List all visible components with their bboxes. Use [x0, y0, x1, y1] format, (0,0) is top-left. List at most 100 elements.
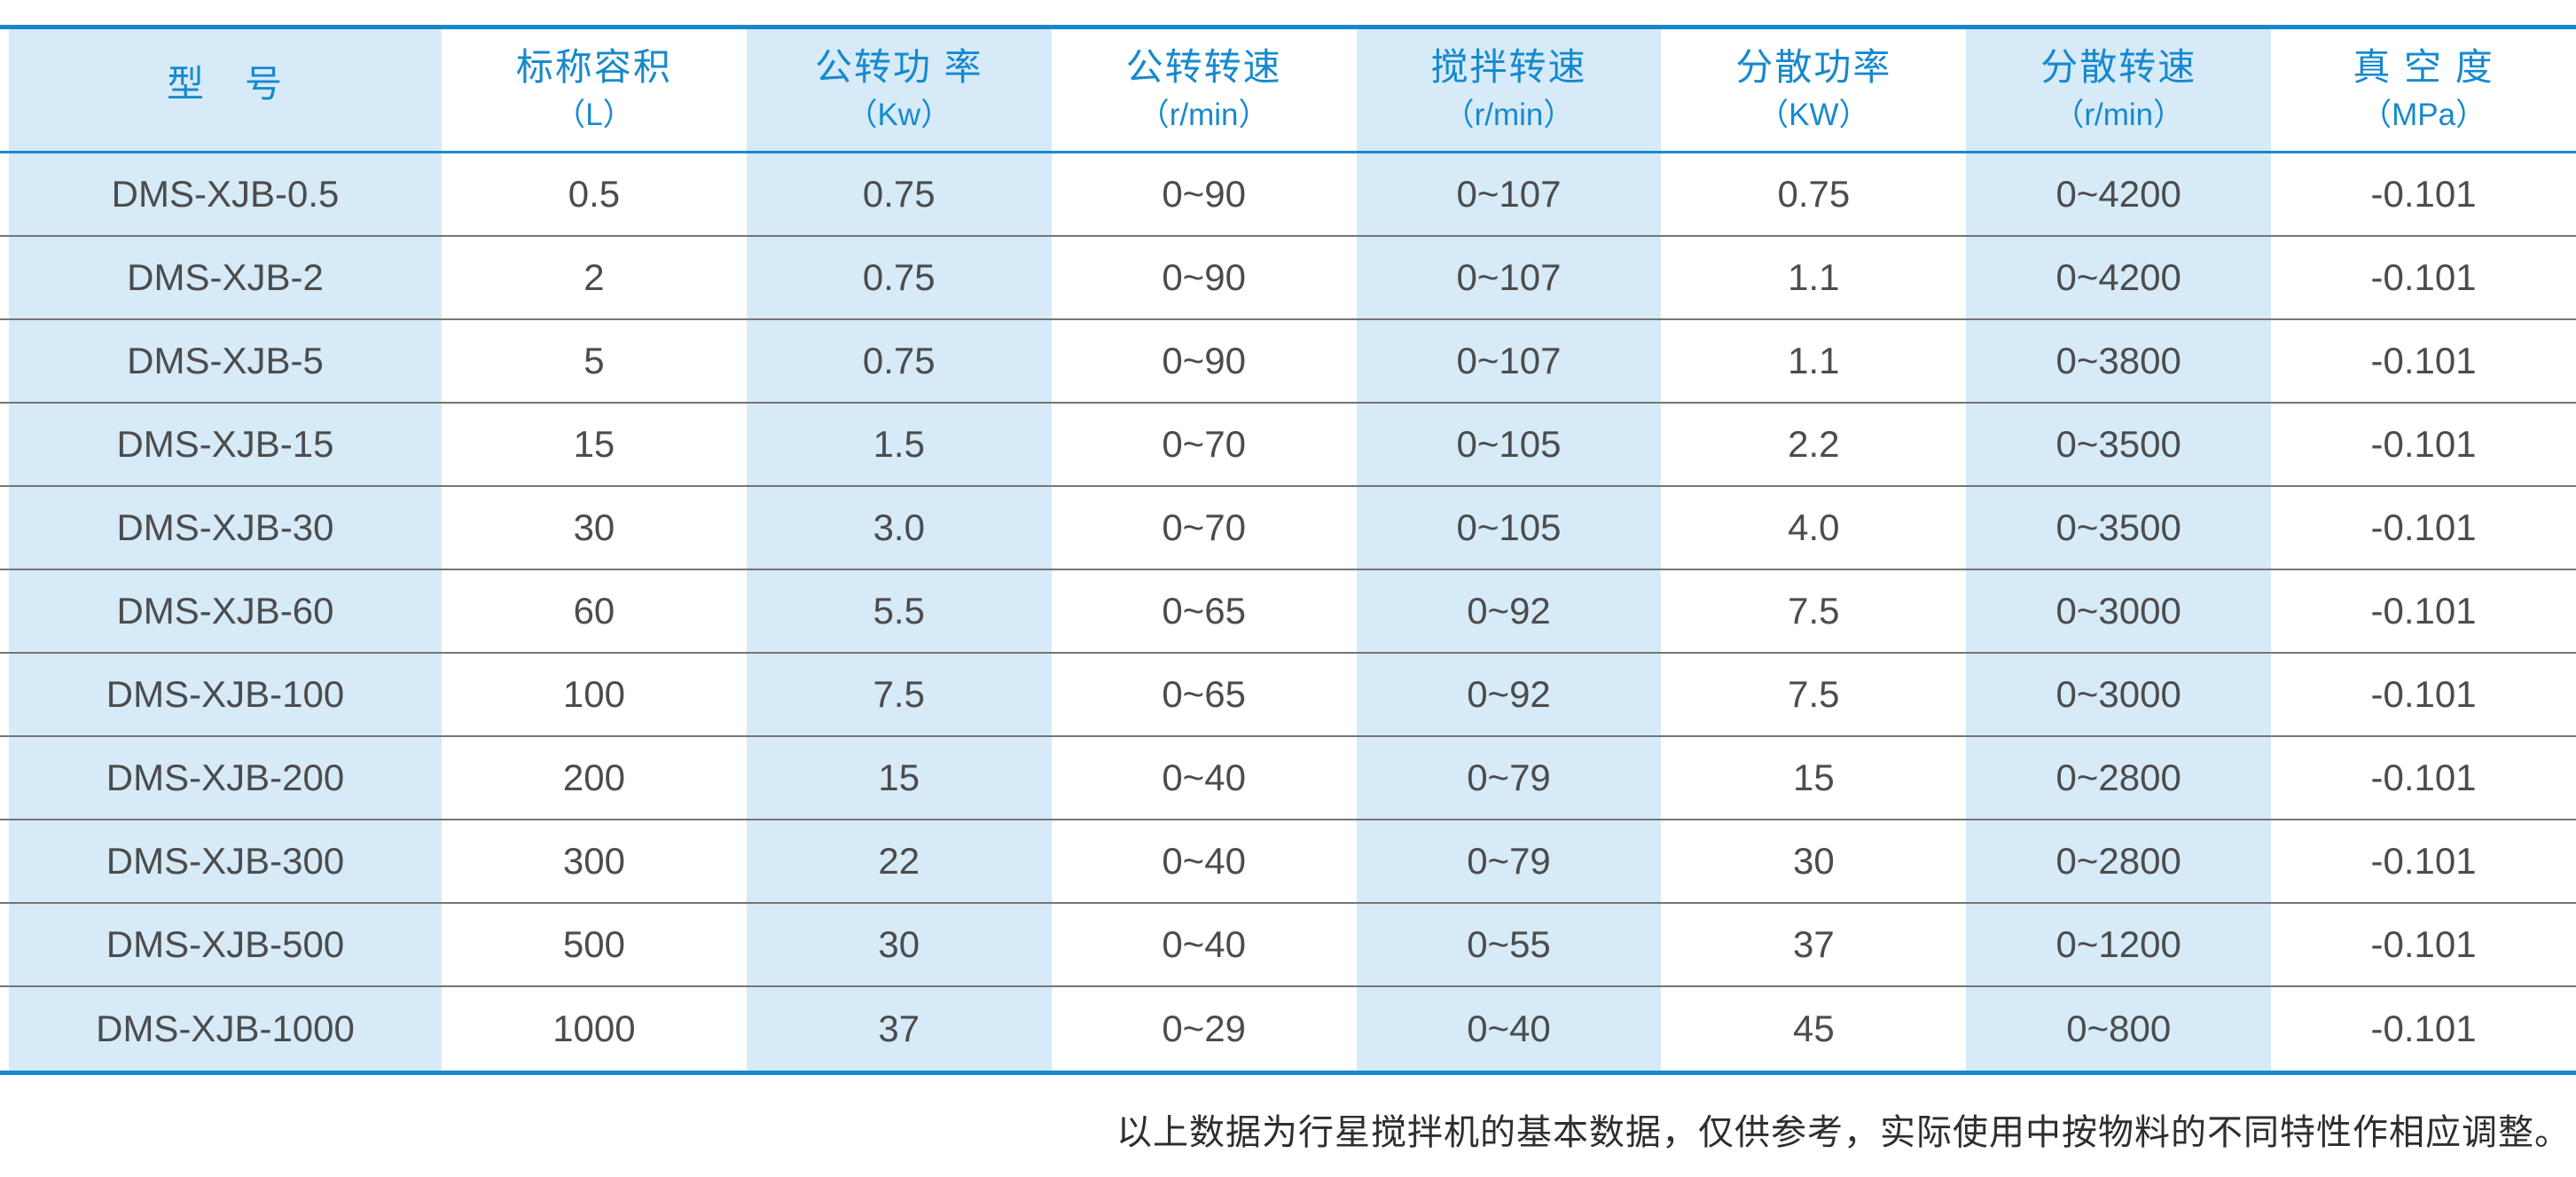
value-cell: 200 — [562, 757, 625, 798]
column-header-unit: （r/min） — [1138, 98, 1270, 133]
value-cell: 300 — [562, 840, 625, 882]
value-cell: 1.5 — [746, 404, 1052, 485]
value-cell: -0.101 — [2370, 673, 2477, 715]
table-row: DMS-XJB-300 300 22 0~40 0~79 30 0~2800 -0.101 — [0, 820, 2576, 904]
value-cell: 4.0 — [1788, 506, 1840, 548]
value-cell: 37 — [746, 987, 1052, 1071]
value-cell: 0~40 — [1162, 923, 1246, 965]
column-header-label: 标称容积 — [515, 46, 672, 89]
value-cell: 0.75 — [1777, 173, 1851, 215]
value-cell: -0.101 — [2370, 1008, 2477, 1049]
model-cell: DMS-XJB-500 — [9, 904, 442, 985]
value-cell: -0.101 — [2370, 923, 2477, 965]
value-cell: 0~40 — [1162, 757, 1246, 798]
model-cell: DMS-XJB-200 — [9, 737, 442, 819]
value-cell: 15 — [746, 737, 1052, 819]
value-cell: 60 — [573, 590, 615, 632]
model-cell: DMS-XJB-2 — [9, 237, 442, 318]
column-header-label: 公转转速 — [1125, 46, 1282, 89]
value-cell: 30 — [573, 506, 615, 548]
value-cell: 0~65 — [1162, 673, 1246, 715]
value-cell: 30 — [1792, 840, 1835, 882]
table-footnote: 以上数据为行星搅拌机的基本数据，仅供参考，实际使用中按物料的不同特性作相应调整。 — [1116, 1112, 2571, 1153]
value-cell: -0.101 — [2370, 173, 2477, 215]
value-cell: 45 — [1792, 1008, 1835, 1049]
value-cell: 0~3000 — [1966, 570, 2272, 652]
table-bottom-border — [0, 1071, 2576, 1075]
value-cell: 0~3500 — [1966, 487, 2272, 569]
column-header-unit: （Kw） — [846, 98, 952, 133]
column-header-label: 搅拌转速 — [1430, 46, 1587, 89]
value-cell: 0~1200 — [1966, 904, 2272, 985]
model-cell: DMS-XJB-1000 — [9, 987, 442, 1071]
model-cell: DMS-XJB-0.5 — [9, 153, 442, 235]
value-cell: 3.0 — [746, 487, 1052, 569]
table-row: DMS-XJB-1000 1000 37 0~29 0~40 45 0~800 -0.101 — [0, 987, 2576, 1071]
value-cell: 0~105 — [1356, 487, 1662, 569]
value-cell: 7.5 — [1788, 673, 1840, 715]
value-cell: 5 — [583, 340, 605, 381]
value-cell: 0~107 — [1356, 320, 1662, 402]
value-cell: 0~65 — [1162, 590, 1246, 632]
value-cell: 0~800 — [1966, 987, 2272, 1071]
table-row: DMS-XJB-5 5 0.75 0~90 0~107 1.1 0~3800 -0.101 — [0, 320, 2576, 404]
value-cell: 0~107 — [1356, 153, 1662, 235]
column-header-dispersion-speed: 分散转速 （r/min） — [1966, 29, 2272, 151]
value-cell: 500 — [562, 923, 625, 965]
value-cell: -0.101 — [2370, 757, 2477, 798]
value-cell: 0.75 — [746, 237, 1052, 318]
value-cell: 0~4200 — [1966, 237, 2272, 318]
column-header-vacuum-degree: 真 空 度 （MPa） — [2271, 29, 2576, 151]
column-header-label: 公转功 率 — [814, 46, 983, 89]
table-top-border — [0, 25, 2576, 29]
column-header-label: 分散功率 — [1735, 46, 1892, 89]
table-header-row: 型 号 标称容积 （L） 公转功 率 （Kw） 公转转速 （r/min） 搅拌转… — [0, 29, 2576, 151]
value-cell: 1.1 — [1788, 256, 1840, 298]
spec-table: 型 号 标称容积 （L） 公转功 率 （Kw） 公转转速 （r/min） 搅拌转… — [0, 25, 2576, 1075]
value-cell: 0~79 — [1356, 737, 1662, 819]
value-cell: 0~2800 — [1966, 820, 2272, 902]
value-cell: 0~90 — [1162, 340, 1246, 381]
value-cell: 0~107 — [1356, 237, 1662, 318]
column-header-label: 真 空 度 — [2353, 46, 2494, 89]
value-cell: 100 — [562, 673, 625, 715]
value-cell: 0~92 — [1356, 570, 1662, 652]
column-header-revolution-speed: 公转转速 （r/min） — [1052, 29, 1357, 151]
value-cell: 2.2 — [1788, 423, 1840, 465]
value-cell: 0.75 — [746, 153, 1052, 235]
column-header-label: 型 号 — [166, 63, 284, 106]
value-cell: -0.101 — [2370, 256, 2477, 298]
model-cell: DMS-XJB-300 — [9, 820, 442, 902]
value-cell: 0~29 — [1162, 1008, 1246, 1049]
value-cell: 0~40 — [1356, 987, 1662, 1071]
value-cell: 1000 — [552, 1008, 636, 1049]
table-row: DMS-XJB-30 30 3.0 0~70 0~105 4.0 0~3500 -0.101 — [0, 487, 2576, 570]
table-row: DMS-XJB-0.5 0.5 0.75 0~90 0~107 0.75 0~4200 -0.… — [0, 153, 2576, 237]
table-row: DMS-XJB-15 15 1.5 0~70 0~105 2.2 0~3500 -0.101 — [0, 404, 2576, 487]
value-cell: -0.101 — [2370, 840, 2477, 882]
value-cell: -0.101 — [2370, 590, 2477, 632]
value-cell: 0~40 — [1162, 840, 1246, 882]
column-header-model: 型 号 — [9, 29, 442, 151]
table-row: DMS-XJB-200 200 15 0~40 0~79 15 0~2800 -0.101 — [0, 737, 2576, 820]
model-cell: DMS-XJB-30 — [9, 487, 442, 569]
model-cell: DMS-XJB-5 — [9, 320, 442, 402]
model-cell: DMS-XJB-15 — [9, 404, 442, 485]
header-body-divider — [0, 151, 2576, 153]
table-row: DMS-XJB-500 500 30 0~40 0~55 37 0~1200 -0.101 — [0, 904, 2576, 987]
value-cell: 15 — [1792, 757, 1835, 798]
value-cell: 0~3500 — [1966, 404, 2272, 485]
value-cell: 7.5 — [1788, 590, 1840, 632]
value-cell: 7.5 — [746, 654, 1052, 735]
value-cell: 0~3000 — [1966, 654, 2272, 735]
value-cell: 5.5 — [746, 570, 1052, 652]
value-cell: 22 — [746, 820, 1052, 902]
value-cell: -0.101 — [2370, 340, 2477, 381]
value-cell: 0~2800 — [1966, 737, 2272, 819]
value-cell: -0.101 — [2370, 506, 2477, 548]
model-cell: DMS-XJB-60 — [9, 570, 442, 652]
value-cell: 0~92 — [1356, 654, 1662, 735]
column-header-unit: （MPa） — [2361, 98, 2487, 133]
model-cell: DMS-XJB-100 — [9, 654, 442, 735]
value-cell: 2 — [583, 256, 605, 298]
